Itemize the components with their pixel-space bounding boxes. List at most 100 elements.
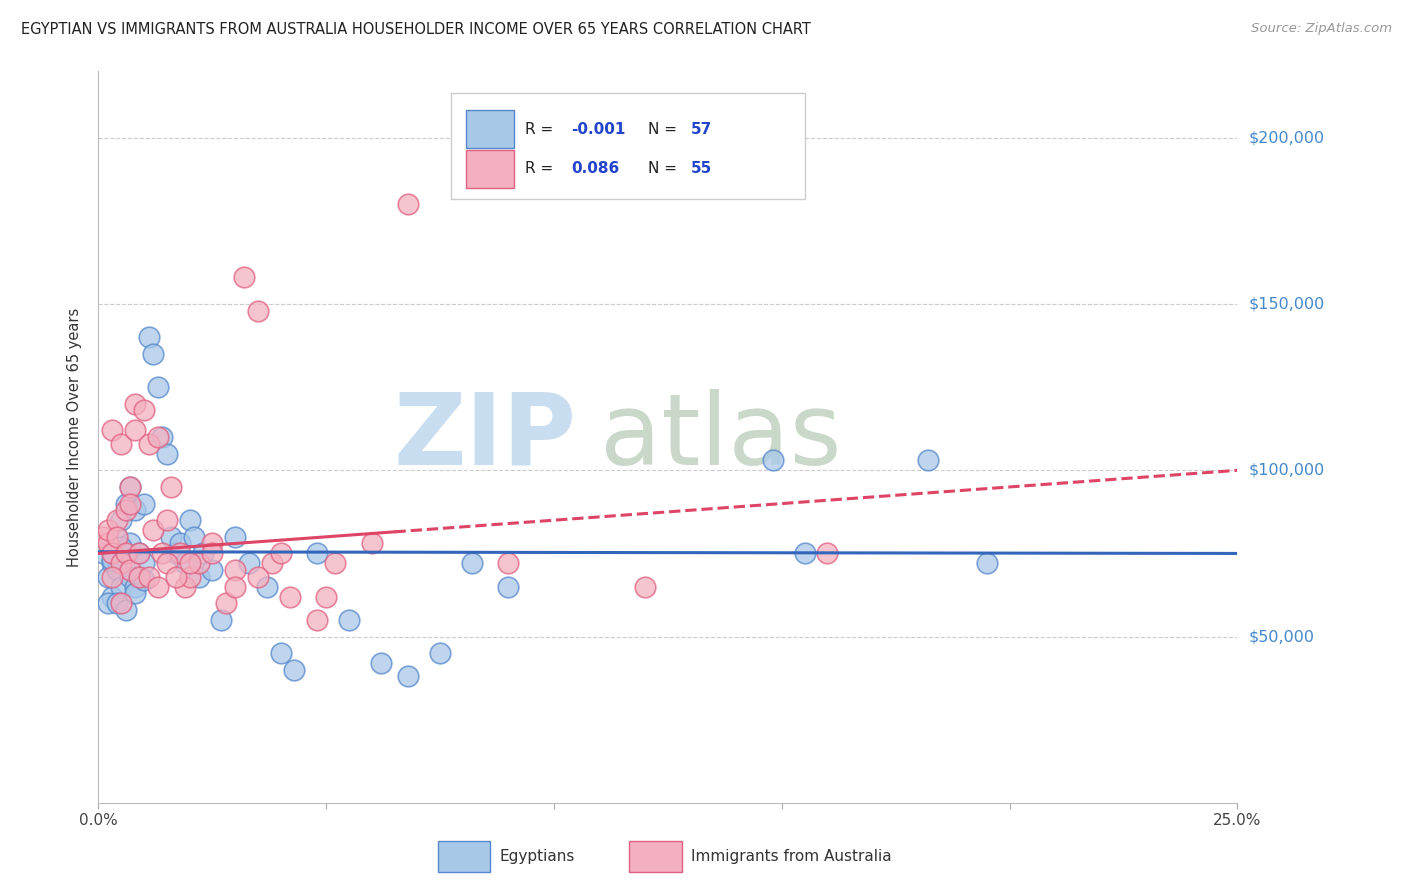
Point	[101, 570, 124, 584]
Point	[101, 424, 124, 438]
FancyBboxPatch shape	[451, 94, 804, 200]
Point	[238, 557, 260, 571]
Text: 57: 57	[690, 121, 711, 136]
Point	[138, 436, 160, 450]
Point	[142, 523, 165, 537]
Point	[323, 557, 346, 571]
Point	[337, 613, 360, 627]
Point	[179, 513, 201, 527]
Point	[193, 546, 215, 560]
Text: $150,000: $150,000	[1249, 297, 1324, 311]
Point	[224, 580, 246, 594]
Point	[179, 570, 201, 584]
Point	[183, 530, 205, 544]
Point	[128, 570, 150, 584]
Text: R =: R =	[526, 161, 558, 176]
Point	[246, 303, 269, 318]
Point	[224, 530, 246, 544]
Point	[315, 590, 337, 604]
Point	[976, 557, 998, 571]
Point	[187, 570, 209, 584]
Point	[233, 270, 256, 285]
Text: $100,000: $100,000	[1249, 463, 1324, 478]
Point	[110, 540, 132, 554]
Point	[105, 530, 128, 544]
Point	[114, 546, 136, 560]
Text: Egyptians: Egyptians	[499, 848, 575, 863]
Point	[114, 497, 136, 511]
Point	[215, 596, 238, 610]
Point	[124, 580, 146, 594]
FancyBboxPatch shape	[437, 841, 491, 871]
Point	[91, 530, 114, 544]
Point	[260, 557, 283, 571]
Point	[174, 580, 197, 594]
Point	[128, 546, 150, 560]
Point	[165, 570, 187, 584]
Point	[120, 536, 142, 550]
Point	[370, 656, 392, 670]
Point	[146, 580, 169, 594]
Point	[278, 590, 301, 604]
Point	[150, 546, 173, 560]
Point	[156, 557, 179, 571]
Point	[132, 403, 155, 417]
Point	[156, 513, 179, 527]
Text: atlas: atlas	[599, 389, 841, 485]
Point	[307, 613, 329, 627]
Point	[138, 570, 160, 584]
Point	[96, 570, 118, 584]
Point	[96, 596, 118, 610]
Point	[498, 557, 520, 571]
Point	[150, 430, 173, 444]
Point	[114, 546, 136, 560]
Point	[142, 347, 165, 361]
Point	[396, 669, 419, 683]
Point	[283, 663, 305, 677]
Text: N =: N =	[648, 121, 682, 136]
Text: Source: ZipAtlas.com: Source: ZipAtlas.com	[1251, 22, 1392, 36]
Point	[138, 330, 160, 344]
Point	[110, 436, 132, 450]
Point	[101, 546, 124, 560]
FancyBboxPatch shape	[467, 110, 515, 148]
Point	[101, 553, 124, 567]
Point	[128, 570, 150, 584]
Point	[105, 596, 128, 610]
Point	[110, 557, 132, 571]
Point	[160, 480, 183, 494]
Point	[91, 546, 114, 560]
Point	[209, 613, 232, 627]
Point	[256, 580, 278, 594]
Point	[105, 513, 128, 527]
Point	[132, 497, 155, 511]
Point	[179, 557, 201, 571]
Point	[114, 603, 136, 617]
Point	[146, 430, 169, 444]
Point	[101, 590, 124, 604]
Point	[165, 546, 187, 560]
Point	[498, 580, 520, 594]
Point	[360, 536, 382, 550]
Point	[120, 480, 142, 494]
Text: $200,000: $200,000	[1249, 130, 1324, 145]
Point	[124, 586, 146, 600]
Point	[201, 546, 224, 560]
Text: R =: R =	[526, 121, 558, 136]
FancyBboxPatch shape	[467, 150, 515, 187]
Point	[96, 536, 118, 550]
Point	[307, 546, 329, 560]
Point	[124, 397, 146, 411]
FancyBboxPatch shape	[628, 841, 682, 871]
Point	[201, 536, 224, 550]
Text: N =: N =	[648, 161, 682, 176]
Point	[815, 546, 838, 560]
Point	[634, 580, 657, 594]
Point	[160, 530, 183, 544]
Point	[156, 447, 179, 461]
Point	[793, 546, 815, 560]
Point	[110, 513, 132, 527]
Point	[101, 557, 124, 571]
Point	[201, 563, 224, 577]
Text: $50,000: $50,000	[1249, 629, 1315, 644]
